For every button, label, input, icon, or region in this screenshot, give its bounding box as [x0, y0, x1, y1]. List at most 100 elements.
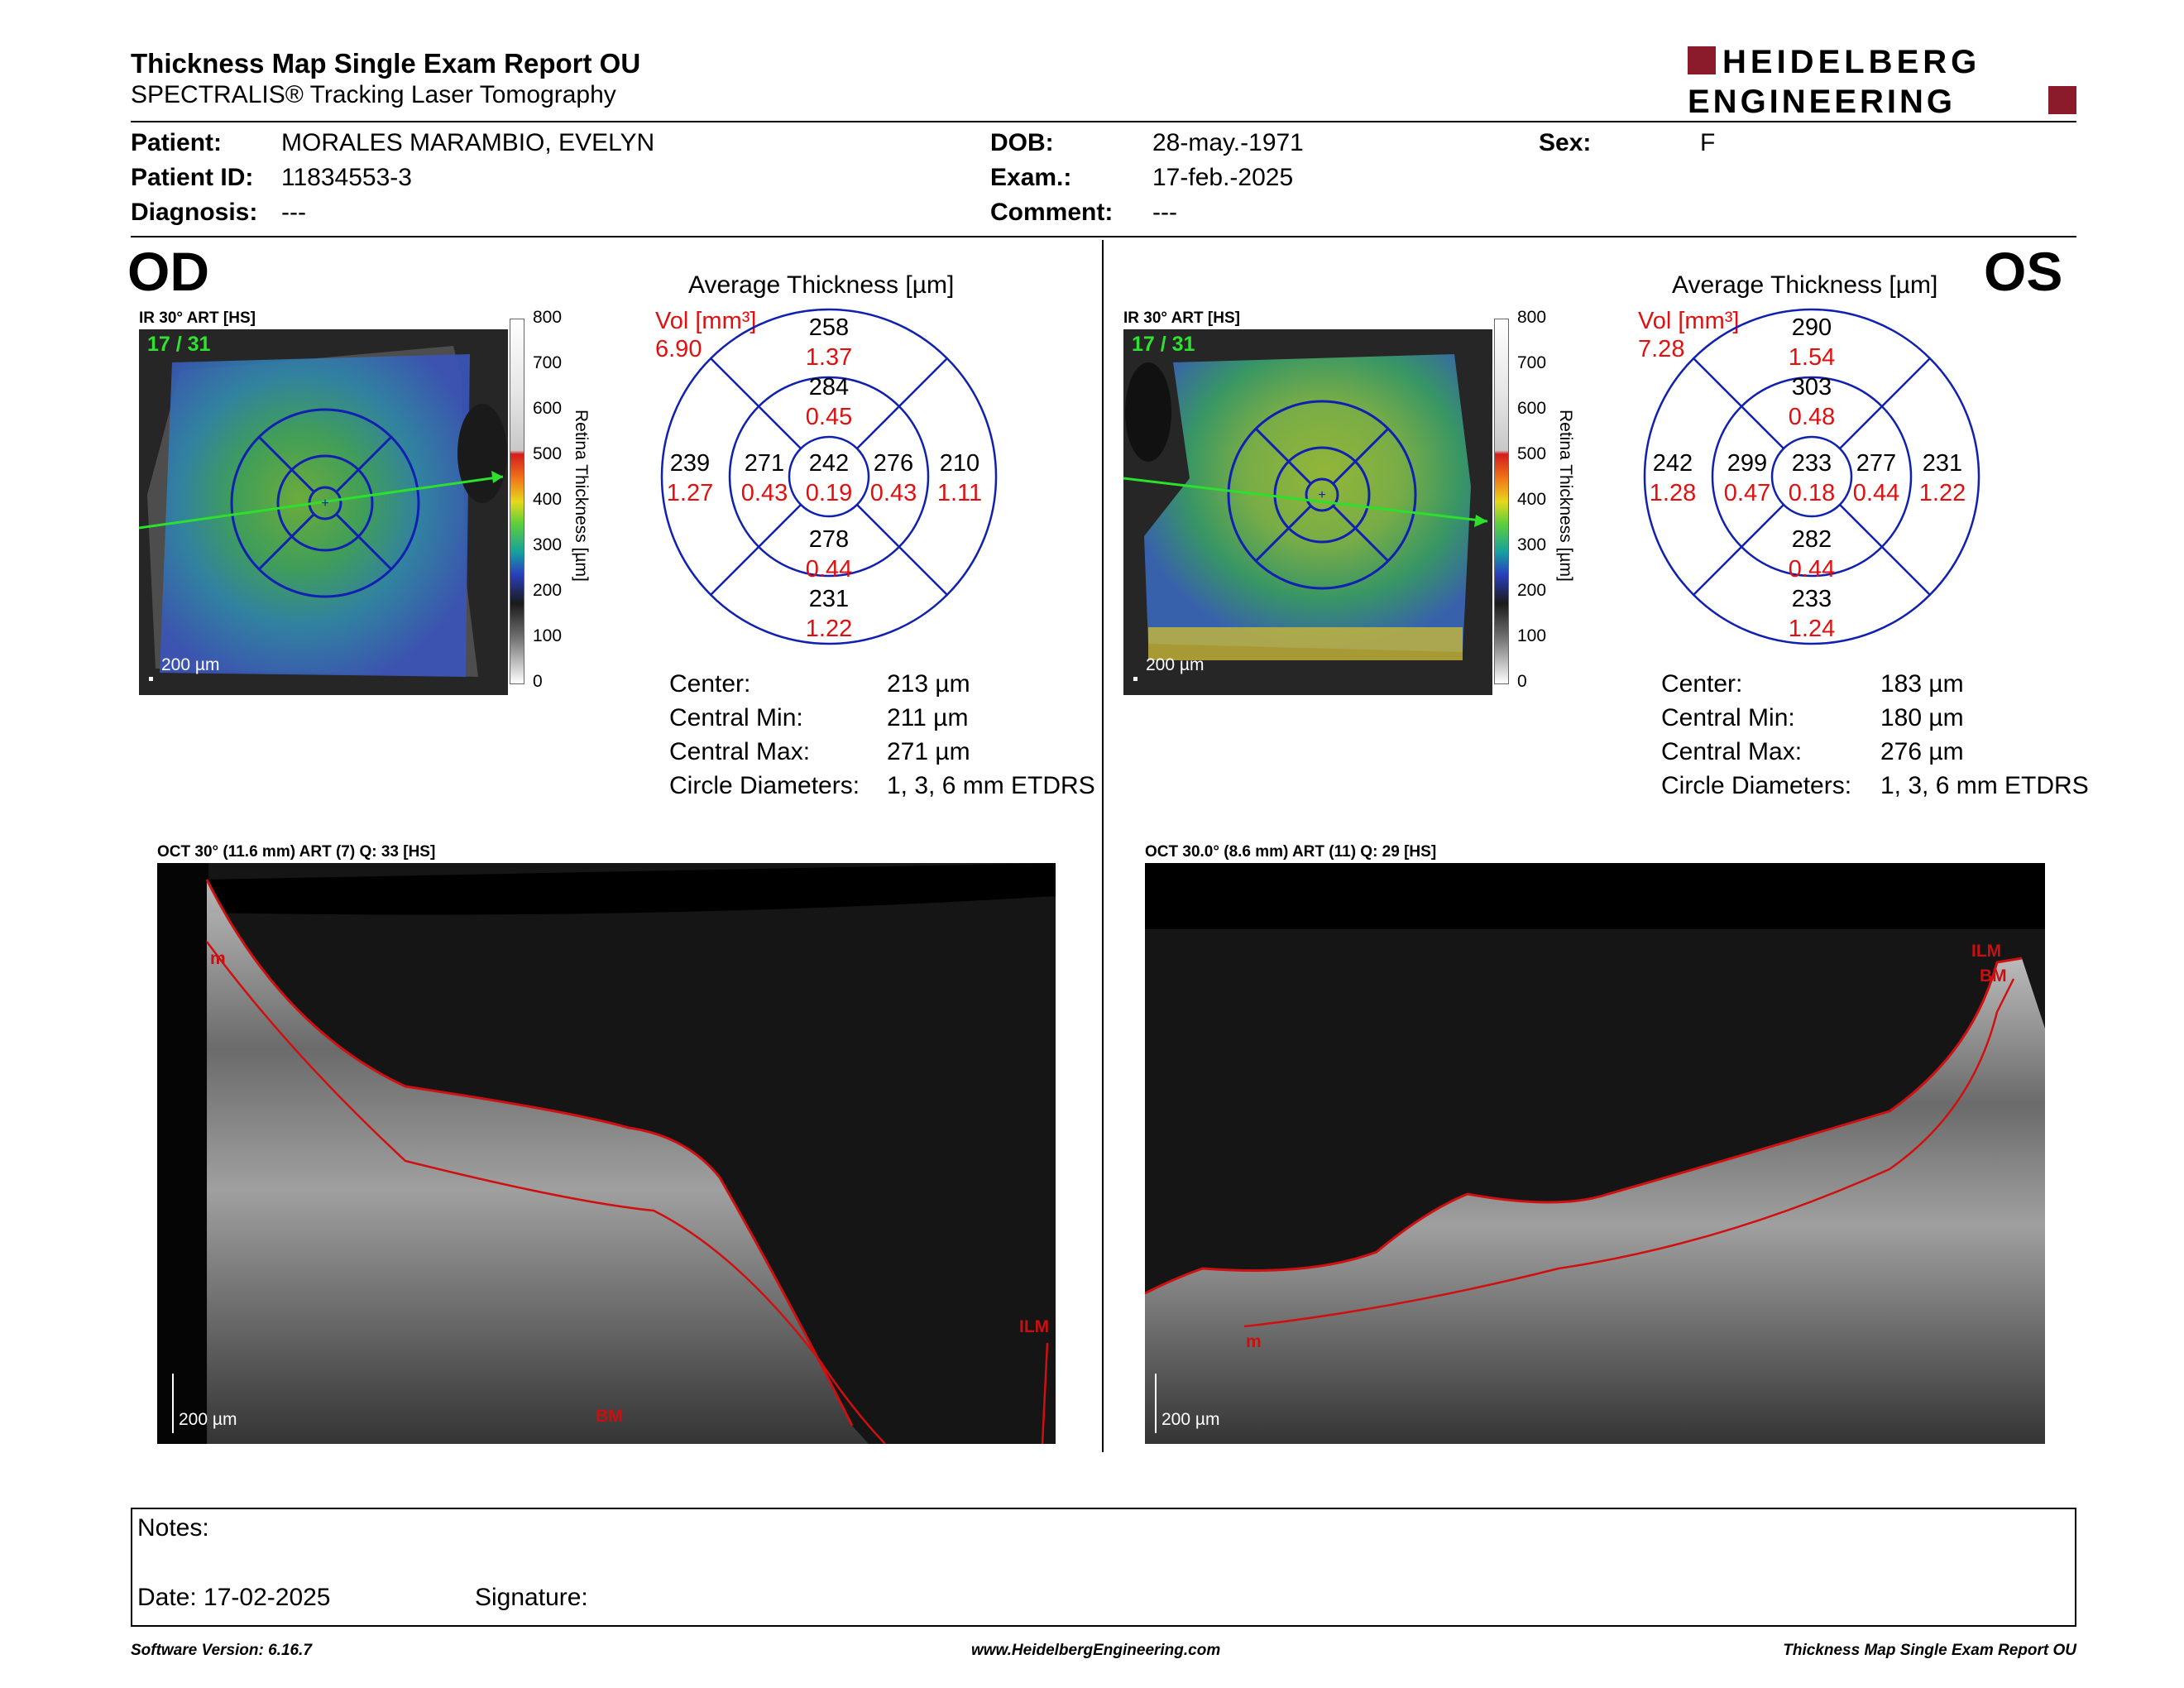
tick-700: 700: [1517, 353, 1547, 372]
circle-diam-value-os: 1, 3, 6 mm ETDRS: [1880, 772, 2089, 799]
tick-200: 200: [1517, 581, 1547, 600]
oct-scalebar-os: 200 µm: [1161, 1410, 1220, 1429]
center-label-od: Center:: [669, 670, 751, 698]
patient-id-label: Patient ID:: [131, 164, 254, 191]
inner-inf-vol-os: 0.44: [1788, 556, 1836, 583]
center-vol-os: 0.18: [1788, 480, 1836, 506]
vol-total-od: 6.90: [655, 336, 702, 362]
oct-ilm-os: ILM: [1971, 942, 2002, 961]
tick-0: 0: [1517, 672, 1527, 691]
comment-label: Comment:: [990, 199, 1114, 226]
center-value-od: 213 µm: [887, 670, 970, 698]
diagnosis-label: Diagnosis:: [131, 199, 258, 226]
inner-right-vol-os: 0.44: [1852, 480, 1900, 506]
center-value-os: 183 µm: [1880, 670, 1964, 698]
center-divider: [1102, 240, 1104, 1452]
eye-label-od: OD: [127, 241, 209, 302]
exam-value: 17-feb.-2025: [1152, 164, 1294, 191]
svg-text:ENGINEERING: ENGINEERING: [1688, 84, 1956, 117]
outer-sup-thk-os: 290: [1791, 314, 1832, 341]
circle-diam-value-od: 1, 3, 6 mm ETDRS: [887, 772, 1095, 799]
inner-left-vol-os: 0.47: [1723, 480, 1771, 506]
frame-count-od: 17 / 31: [147, 333, 211, 356]
footer-report-title: Thickness Map Single Exam Report OU: [1783, 1642, 2076, 1659]
notes-box[interactable]: Notes: Date: 17-02-2025 Signature:: [131, 1508, 2076, 1627]
inner-sup-thk-os: 303: [1791, 374, 1832, 400]
colorbar-od: [510, 319, 524, 684]
colorbar-title-os: Retina Thickness [µm]: [1556, 410, 1575, 582]
outer-inf-vol-os: 1.24: [1788, 616, 1836, 642]
oct-bscan-od: [157, 863, 1056, 1444]
eye-label-os: OS: [1984, 241, 2063, 302]
inner-left-vol-od: 0.43: [740, 480, 788, 506]
tick-200: 200: [533, 581, 563, 600]
notes-date: Date: 17-02-2025: [137, 1584, 331, 1611]
central-max-label-od: Central Max:: [669, 738, 811, 765]
inner-inf-vol-od: 0.44: [805, 556, 853, 583]
inner-inf-thk-od: 278: [808, 526, 850, 553]
tick-400: 400: [1517, 490, 1547, 509]
center-thk-os: 233: [1791, 450, 1832, 477]
oct-scalebar-line-os: [1155, 1374, 1157, 1433]
etdrs-grid-od: [660, 308, 998, 645]
patient-id: 11834553-3: [281, 164, 412, 191]
center-label-os: Center:: [1661, 670, 1743, 698]
patient-label: Patient:: [131, 129, 223, 156]
inner-sup-vol-os: 0.48: [1788, 404, 1836, 430]
tick-100: 100: [533, 626, 563, 645]
vol-label-os: Vol [mm³]: [1638, 308, 1740, 334]
inner-right-vol-od: 0.43: [869, 480, 917, 506]
outer-sup-vol-od: 1.37: [805, 344, 853, 371]
outer-left-thk-os: 242: [1652, 450, 1693, 477]
oct-label-os: OCT 30.0° (8.6 mm) ART (11) Q: 29 [HS]: [1145, 843, 1437, 861]
report-subtitle: SPECTRALIS® Tracking Laser Tomography: [131, 81, 616, 108]
tick-700: 700: [533, 353, 563, 372]
scalebar-od: 200 µm: [161, 655, 220, 674]
svg-text:+: +: [321, 496, 328, 511]
outer-left-vol-od: 1.27: [666, 480, 714, 506]
outer-left-vol-os: 1.28: [1649, 480, 1697, 506]
tick-100: 100: [1517, 626, 1547, 645]
tick-500: 500: [533, 444, 563, 463]
dob-label: DOB:: [990, 129, 1054, 156]
vol-total-os: 7.28: [1638, 336, 1685, 362]
diagnosis-value: ---: [281, 199, 306, 226]
frame-count-os: 17 / 31: [1132, 333, 1195, 356]
colorbar-title-od: Retina Thickness [µm]: [572, 410, 591, 582]
outer-sup-thk-od: 258: [808, 314, 850, 341]
tick-300: 300: [1517, 535, 1547, 554]
website-link[interactable]: www.HeidelbergEngineering.com: [971, 1642, 1221, 1659]
inner-sup-vol-od: 0.45: [805, 404, 853, 430]
tick-600: 600: [1517, 399, 1547, 418]
notes-signature: Signature:: [475, 1584, 588, 1611]
outer-inf-thk-od: 231: [808, 586, 850, 612]
tick-800: 800: [1517, 308, 1547, 327]
circle-diam-label-os: Circle Diameters:: [1661, 772, 1852, 799]
tick-300: 300: [533, 535, 563, 554]
thickness-map-od: +: [138, 329, 508, 695]
patient-name: MORALES MARAMBIO, EVELYN: [281, 129, 655, 156]
inner-right-thk-od: 276: [873, 450, 914, 477]
central-max-value-od: 271 µm: [887, 738, 970, 765]
colorbar-os: [1494, 319, 1509, 684]
tick-800: 800: [533, 308, 563, 327]
svg-text:+: +: [1318, 488, 1325, 502]
oct-bm-os: BM: [1980, 966, 2007, 985]
oct-ilm-od: ILM: [1019, 1317, 1050, 1336]
etdrs-values-od: 258 1.37 284 0.45 242 0.19 271 0.43 276 …: [660, 308, 998, 645]
heidelberg-logo: HEIDELBERG ENGINEERING: [1688, 44, 2076, 117]
ir-label-os: IR 30° ART [HS]: [1123, 309, 1240, 327]
comment-value: ---: [1152, 199, 1177, 226]
inner-left-thk-os: 299: [1727, 450, 1768, 477]
svg-text:HEIDELBERG: HEIDELBERG: [1722, 44, 1980, 80]
etdrs-grid-os: [1643, 308, 1980, 645]
central-min-value-od: 211 µm: [887, 704, 969, 731]
circle-diam-label-od: Circle Diameters:: [669, 772, 860, 799]
inner-inf-thk-os: 282: [1791, 526, 1832, 553]
center-vol-od: 0.19: [805, 480, 853, 506]
central-min-value-os: 180 µm: [1880, 704, 1964, 731]
report-title: Thickness Map Single Exam Report OU: [131, 48, 641, 79]
exam-label: Exam.:: [990, 164, 1072, 191]
scalebar-os: 200 µm: [1146, 655, 1205, 674]
outer-right-thk-os: 231: [1922, 450, 1963, 477]
